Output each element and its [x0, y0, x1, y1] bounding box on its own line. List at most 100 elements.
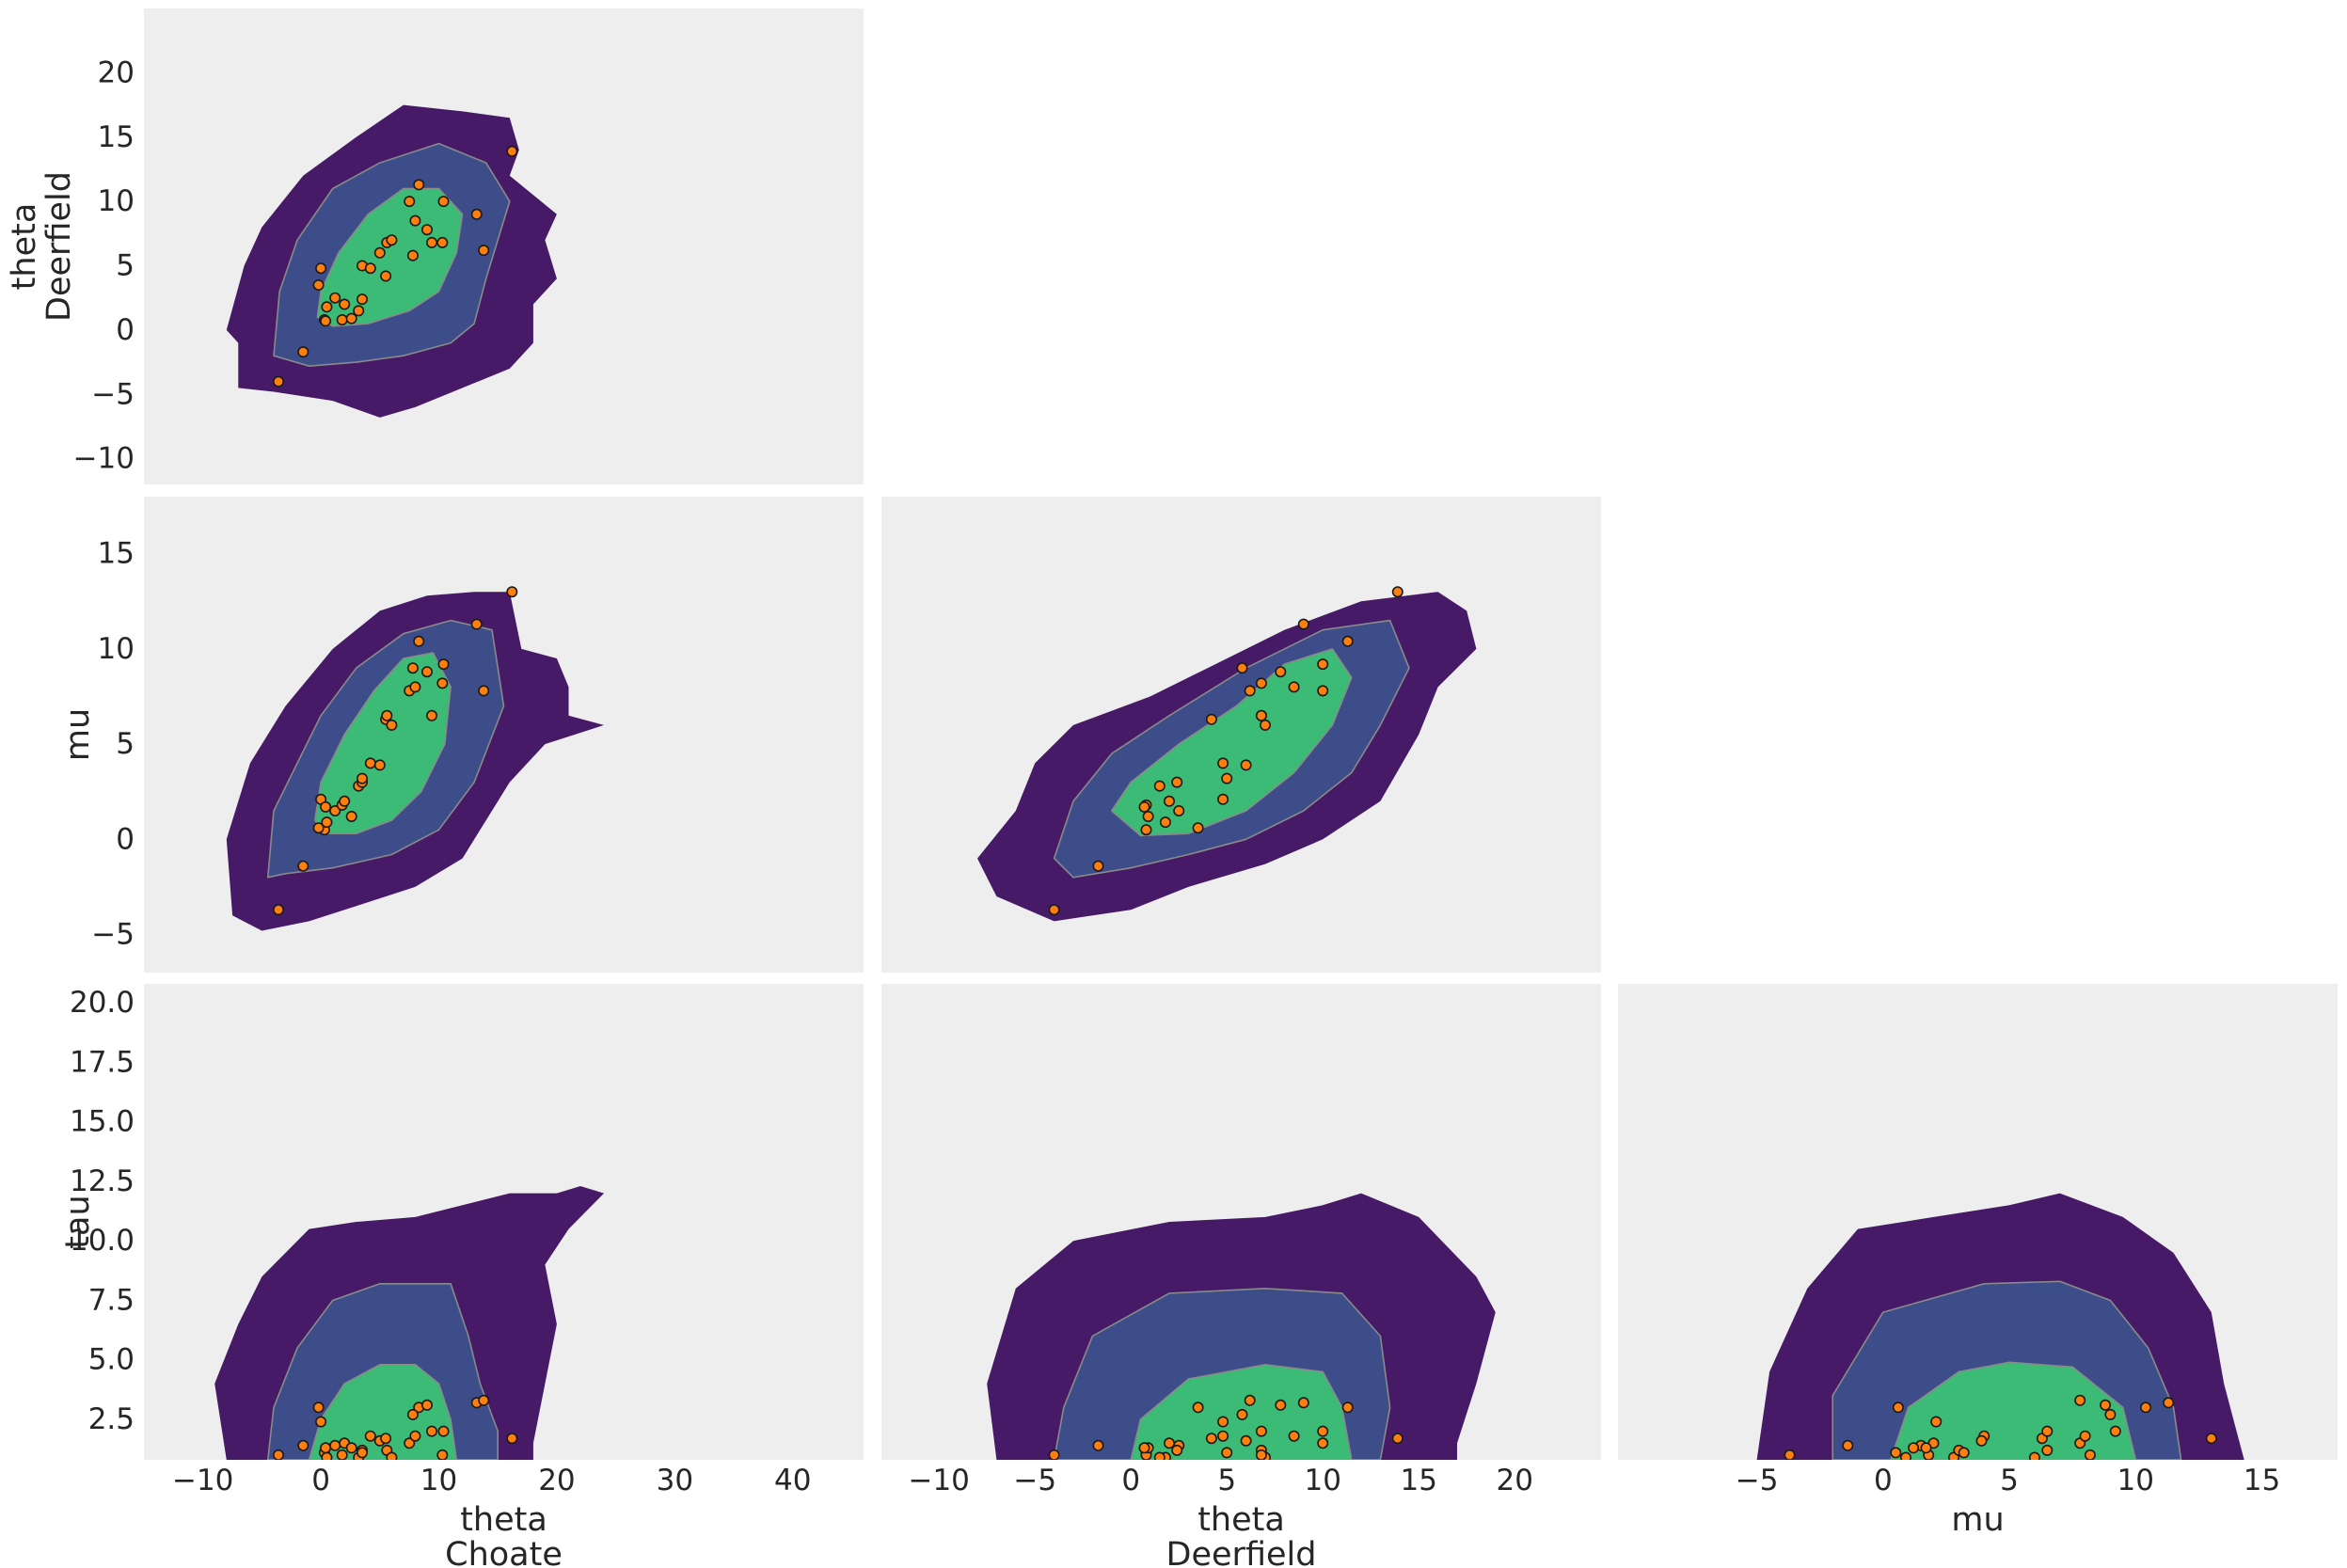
sample-point	[1341, 635, 1354, 647]
x-tick-label: 0	[311, 1464, 330, 1497]
sample-point	[1236, 1408, 1248, 1420]
sample-point	[1048, 904, 1060, 916]
sample-point	[406, 1408, 419, 1420]
y-tick-label: −5	[91, 377, 135, 411]
sample-point	[373, 759, 386, 771]
sample-point	[336, 313, 348, 325]
sample-point	[364, 262, 376, 275]
sample-point	[1205, 1433, 1217, 1445]
sample-point	[406, 662, 419, 674]
x-axis-label: Deerfield	[1166, 1536, 1317, 1568]
sample-point	[409, 681, 421, 693]
sample-point	[1244, 685, 1256, 697]
sample-point	[420, 666, 433, 678]
sample-point	[1217, 793, 1229, 805]
sample-point	[1092, 1439, 1104, 1451]
sample-point	[312, 1402, 325, 1414]
sample-point	[1236, 662, 1248, 674]
sample-point	[364, 757, 376, 769]
y-tick-label: 0	[116, 313, 135, 347]
x-tick-label: 15	[1400, 1464, 1436, 1497]
x-tick-label: 20	[538, 1464, 575, 1497]
sample-point	[1221, 772, 1233, 784]
y-tick-label: 0	[116, 822, 135, 856]
sample-point	[353, 305, 365, 317]
x-tick-label: 30	[657, 1464, 693, 1497]
x-tick-label: 10	[420, 1464, 457, 1497]
sample-point	[297, 860, 309, 872]
sample-point	[386, 1451, 398, 1460]
sample-point	[1255, 1449, 1267, 1460]
sample-point	[1159, 816, 1171, 829]
sample-point	[1092, 860, 1104, 872]
sample-point	[1140, 824, 1152, 836]
y-tick-label: 20.0	[70, 986, 135, 1020]
sample-point	[470, 208, 483, 220]
sample-point	[1164, 1437, 1176, 1449]
sample-point	[1244, 1394, 1256, 1406]
x-tick-label: 5	[2000, 1464, 2019, 1497]
sample-point	[1275, 1399, 1287, 1411]
sample-point	[1217, 1416, 1229, 1428]
sample-point	[1205, 713, 1217, 725]
sample-point	[425, 709, 437, 721]
panel-thetaC-mu	[144, 497, 864, 973]
sample-point	[321, 816, 333, 829]
sample-point	[1255, 677, 1267, 689]
sample-point	[2163, 1397, 2175, 1409]
panel-thetaC-thetaD	[144, 8, 864, 484]
sample-point	[420, 1399, 433, 1411]
sample-point	[409, 1430, 421, 1442]
sample-point	[1958, 1447, 1970, 1459]
y-tick-label: −5	[91, 918, 135, 952]
y-tick-label: 10	[98, 184, 135, 218]
sample-point	[1920, 1442, 1932, 1454]
y-tick-label: 15	[98, 120, 135, 154]
sample-point	[1217, 1430, 1229, 1442]
sample-point	[320, 1442, 332, 1454]
sample-point	[1192, 1402, 1204, 1414]
sample-point	[1297, 1397, 1309, 1409]
kde-contour-inner	[313, 652, 452, 835]
sample-point	[1153, 780, 1166, 792]
sample-point	[1138, 1442, 1150, 1454]
sample-point	[336, 1449, 348, 1460]
sample-point	[329, 804, 341, 816]
sample-point	[339, 795, 351, 807]
x-tick-label: 20	[1496, 1464, 1532, 1497]
sample-point	[1164, 795, 1176, 807]
sample-point	[1900, 1451, 1911, 1460]
y-tick-label: 5.0	[88, 1343, 135, 1377]
sample-point	[380, 1433, 392, 1445]
sample-point	[1217, 757, 1229, 769]
x-tick-label: −5	[1013, 1464, 1056, 1497]
sample-point	[1288, 1430, 1300, 1442]
x-tick-label: 40	[774, 1464, 811, 1497]
sample-point	[1317, 658, 1329, 671]
sample-point	[1255, 1425, 1267, 1437]
sample-point	[404, 1437, 416, 1449]
y-axis-label: tau	[59, 1195, 97, 1248]
sample-point	[1260, 719, 1272, 731]
sample-point	[320, 315, 332, 327]
panels-layer	[144, 8, 2338, 1460]
sample-point	[2041, 1444, 2054, 1456]
sample-point	[2041, 1425, 2054, 1437]
sample-point	[1171, 1444, 1183, 1456]
sample-point	[297, 346, 309, 358]
sample-point	[413, 635, 425, 647]
sample-point	[1975, 1434, 1988, 1447]
sample-point	[312, 822, 325, 834]
y-tick-label: 10	[98, 632, 135, 666]
sample-point	[273, 1449, 284, 1460]
sample-point	[506, 586, 518, 598]
sample-point	[478, 245, 490, 257]
x-tick-label: −10	[908, 1464, 969, 1497]
panel-thetaC-tau	[144, 984, 864, 1460]
x-tick-label: −5	[1736, 1464, 1779, 1497]
sample-point	[356, 772, 368, 784]
sample-point	[1240, 759, 1252, 771]
sample-point	[1173, 804, 1185, 816]
panel-thetaD-mu	[881, 497, 1601, 973]
